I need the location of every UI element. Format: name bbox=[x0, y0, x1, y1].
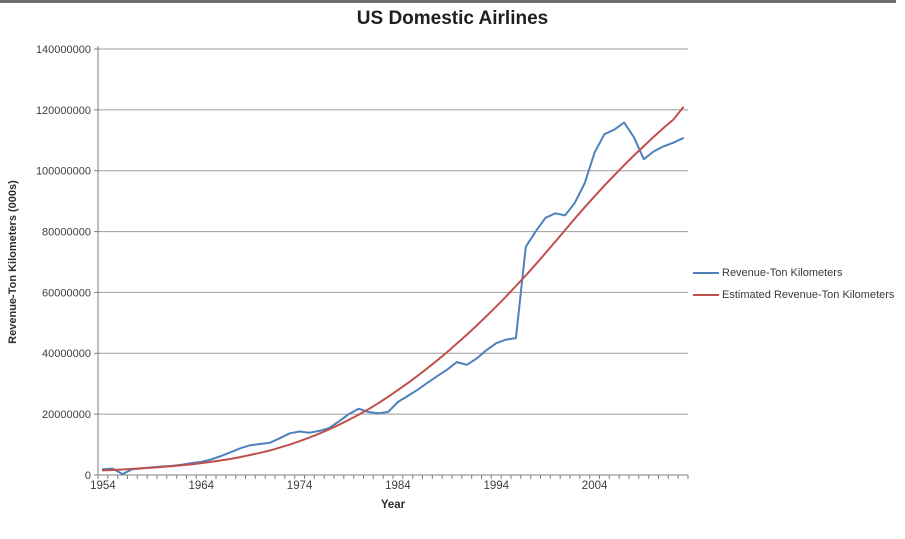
legend-label: Estimated Revenue-Ton Kilometers bbox=[722, 288, 895, 301]
y-tick-label: 80000000 bbox=[42, 226, 91, 238]
y-tick-label: 120000000 bbox=[36, 105, 91, 117]
legend-item-estimated: Estimated Revenue-Ton Kilometers bbox=[693, 287, 894, 302]
x-tick-label: 2004 bbox=[582, 480, 608, 492]
chart-legend: Revenue-Ton Kilometers Estimated Revenue… bbox=[693, 265, 894, 302]
legend-line-swatch-red bbox=[693, 293, 719, 296]
chart-title: US Domestic Airlines bbox=[356, 8, 549, 29]
y-tick-label: 40000000 bbox=[42, 348, 91, 360]
x-tick-label: 1954 bbox=[90, 480, 116, 492]
x-tick-label: 1964 bbox=[189, 480, 215, 492]
y-tick-label: 140000000 bbox=[36, 44, 91, 56]
legend-label: Revenue-Ton Kilometers bbox=[722, 266, 843, 279]
x-tick-label: 1984 bbox=[385, 480, 411, 492]
y-tick-label: 20000000 bbox=[42, 409, 91, 421]
y-axis-title: Revenue-Ton Kilometers (000s) bbox=[7, 180, 19, 344]
y-tick-label: 60000000 bbox=[42, 287, 91, 299]
legend-item-revenue: Revenue-Ton Kilometers bbox=[693, 265, 894, 280]
y-tick-label: 100000000 bbox=[36, 166, 91, 178]
x-tick-label: 1974 bbox=[287, 480, 313, 492]
x-axis-title: Year bbox=[380, 499, 406, 511]
legend-line-swatch-blue bbox=[693, 271, 719, 274]
x-tick-label: 1994 bbox=[484, 480, 510, 492]
series-estimated-revenue-ton-kilometers bbox=[101, 106, 685, 472]
window-top-edge-bar bbox=[0, 0, 896, 3]
y-tick-label: 0 bbox=[85, 470, 91, 482]
series-revenue-ton-kilometers bbox=[101, 121, 685, 476]
